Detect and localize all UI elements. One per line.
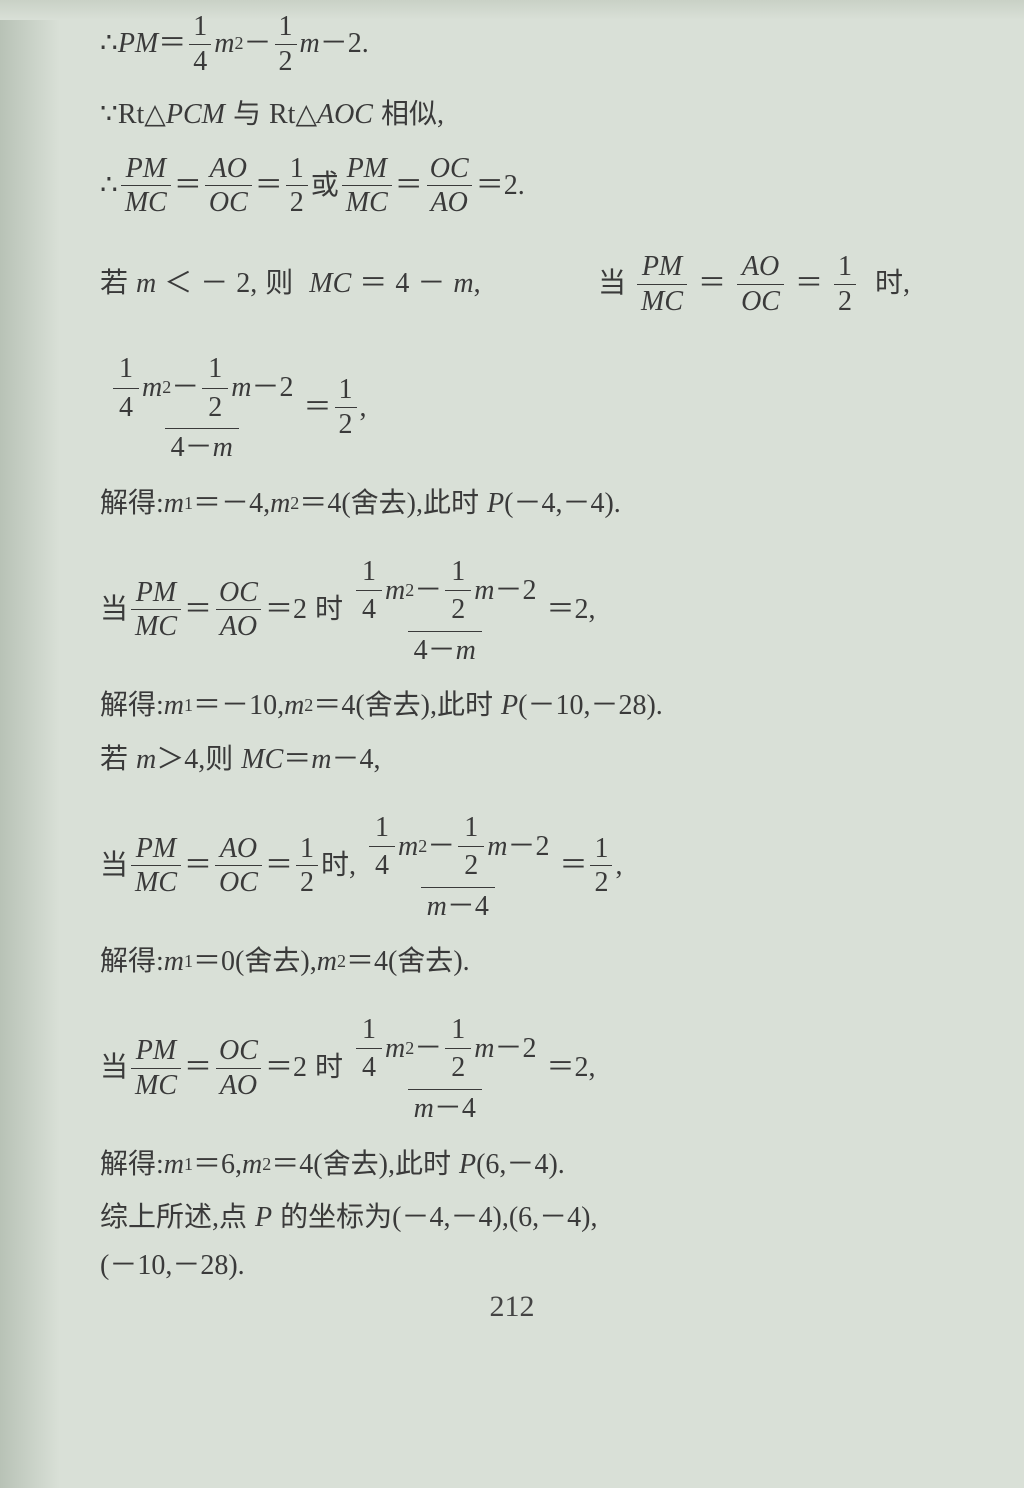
when: 当 [598, 267, 626, 301]
frac-pm-mc-2: PMMC [342, 152, 392, 220]
solve: 解得 [100, 487, 156, 521]
lt: ＜ [164, 267, 192, 301]
frac-oc-ao: OCAO [426, 152, 473, 220]
frac-pm-mc-3: PMMC [637, 250, 687, 318]
eq6: ＝ [359, 267, 387, 301]
colon: : [156, 487, 164, 521]
line-3: ∴ PMMC ＝ AOOC ＝ 12 或 PMMC ＝ OCAO ＝ 2. [100, 152, 920, 220]
comma2: , [474, 267, 481, 301]
page-number: 212 [0, 1290, 1024, 1324]
minus3: － [417, 267, 445, 301]
eq9: ＝ [304, 391, 332, 425]
eq3: ＝ [255, 169, 283, 203]
page-content: ∴ PM ＝ 14 m2 － 12 m － 2. ∵ Rt △ PCM 与 Rt… [100, 10, 920, 1292]
bigfrac-4: 14 m2 － 12 m －2 m－4 [347, 1009, 543, 1128]
minus2: － [200, 267, 228, 301]
frac-1-4: 14 [189, 10, 211, 78]
comma3: , [903, 267, 910, 301]
num2: 2, [236, 267, 257, 301]
line-9: 若 m ＞ 4, 则 MC ＝ m －4 , [100, 743, 920, 777]
therefore2: ∴ [100, 169, 118, 203]
m4: m [136, 267, 156, 301]
therefore: ∴ [100, 27, 118, 61]
mc: MC [309, 267, 351, 301]
eq7: ＝ [698, 267, 726, 301]
minus-b: － [320, 27, 348, 61]
line-2: ∵ Rt △ PCM 与 Rt △ AOC 相似 , [100, 98, 920, 132]
bigfrac-3: 14 m2 － 12 m －2 m－4 [360, 807, 556, 926]
m5: m [453, 267, 473, 301]
line-14: 综上所述,点 P 的坐标为 (－4,－4) , (6,－4) , [100, 1201, 920, 1235]
because: ∵ [100, 98, 118, 132]
sym-PM: PM [118, 27, 158, 61]
similar: 相似 [381, 98, 437, 132]
when-end: 时 [875, 267, 903, 301]
pcm: PCM [166, 98, 225, 132]
eq4: ＝ [395, 169, 423, 203]
frac-half: 12 [286, 152, 308, 220]
with: 与 [233, 98, 261, 132]
sym-m: m [214, 27, 234, 61]
frac-pm-mc: PMMC [121, 152, 171, 220]
num4: 4 [395, 267, 409, 301]
frac-half-2: 12 [834, 250, 856, 318]
minus: － [244, 27, 272, 61]
rt2: Rt [269, 98, 295, 132]
sym-m-b: m [300, 27, 320, 61]
line-11: 解得 : m1 ＝0 (舍去) , m2 ＝4 (舍去). [100, 945, 920, 979]
line-10: 当 PMMC ＝ AOOC ＝ 12 时 , 14 m2 － 12 m －2 m… [100, 807, 920, 926]
line-4: 若 m ＜ － 2, 则 MC ＝ 4 － m , 当 PMMC ＝ AOOC … [100, 250, 910, 318]
tri: △ [144, 98, 166, 132]
frac-ao-oc: AOOC [205, 152, 252, 220]
line-1: ∴ PM ＝ 14 m2 － 12 m － 2. [100, 10, 920, 78]
frac-1-2: 12 [275, 10, 297, 78]
line-7: 当 PMMC ＝ OCAO ＝ 2 时 14 m2 － 12 m －2 4－m … [100, 551, 920, 670]
then: 则 [265, 267, 293, 301]
tri2: △ [295, 98, 317, 132]
eq: ＝ [158, 27, 186, 61]
eq5: ＝ [476, 169, 504, 203]
line-13: 解得 : m1 ＝6 , m2 ＝4 (舍去) , 此时 P (6,－4). [100, 1148, 920, 1182]
two2: 2. [504, 169, 525, 203]
line-8: 解得 : m1 ＝ －10 , m2 ＝4 (舍去) , 此时 P (－10,－… [100, 689, 920, 723]
two: 2. [348, 27, 369, 61]
rt: Rt [118, 98, 144, 132]
line-5: 14 m2 － 12 m －2 4－m ＝ 12 , [100, 348, 920, 467]
page-shadow-left [0, 0, 60, 1488]
frac-half-3: 12 [335, 373, 357, 441]
eq2: ＝ [174, 169, 202, 203]
or: 或 [311, 169, 339, 203]
bigfrac-2: 14 m2 － 12 m －2 4－m [347, 551, 543, 670]
aoc: AOC [317, 98, 373, 132]
if: 若 [100, 267, 128, 301]
comma: , [437, 98, 444, 132]
line-15: (－10,－28). [100, 1249, 920, 1283]
comma4: , [360, 391, 367, 425]
line-6: 解得 : m1 ＝ －4 , m2 ＝4 (舍去) , 此时 P (－4,－4)… [100, 487, 920, 521]
bigfrac-1: 14 m2 － 12 m －2 4－m [104, 348, 300, 467]
eq8: ＝ [795, 267, 823, 301]
frac-ao-oc-2: AOOC [737, 250, 784, 318]
line-12: 当 PMMC ＝ OCAO ＝ 2 时 14 m2 － 12 m －2 m－4 … [100, 1009, 920, 1128]
